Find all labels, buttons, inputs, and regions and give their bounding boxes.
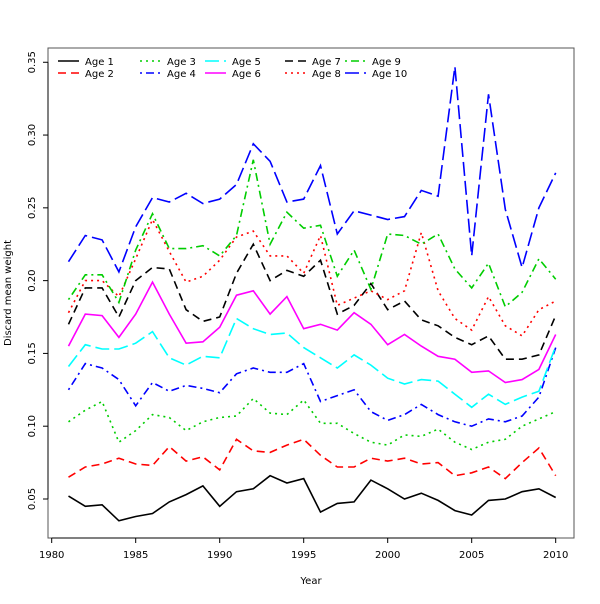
y-axis-label: Discard mean weight	[3, 240, 14, 346]
series-line-age-5	[67, 317, 557, 409]
legend-label: Age 10	[372, 69, 407, 80]
legend-label: Age 7	[312, 57, 341, 68]
legend-label: Age 2	[85, 69, 114, 80]
series-line-age-4	[67, 347, 557, 428]
x-axis: 1980 1985 1990 1995 2000 2005 2010	[39, 537, 568, 561]
x-tick-label: 1990	[207, 550, 232, 561]
y-tick-label: 0.20	[27, 269, 38, 291]
series-line-age-6	[67, 280, 557, 384]
legend-label: Age 9	[372, 57, 401, 68]
x-tick-label: 1995	[291, 550, 316, 561]
series-line-age-2	[68, 438, 557, 480]
plot-frame	[47, 47, 575, 539]
x-tick-label: 1985	[123, 550, 148, 561]
x-axis-label: Year	[299, 576, 322, 587]
series-line-age-3	[68, 397, 557, 451]
x-tick-label: 2000	[375, 550, 400, 561]
series-line-age-10	[67, 66, 557, 274]
y-tick-label: 0.30	[27, 124, 38, 146]
y-tick-label: 0.10	[27, 415, 38, 437]
series-line-age-7	[67, 242, 557, 361]
x-tick-label: 2005	[459, 550, 484, 561]
y-tick-label: 0.05	[27, 488, 38, 510]
y-axis: 0.05 0.10 0.15 0.20 0.25 0.30 0.35	[27, 51, 49, 510]
legend-label: Age 8	[312, 69, 341, 80]
legend-label: Age 3	[167, 57, 196, 68]
legend-label: Age 4	[167, 69, 196, 80]
y-tick-label: 0.15	[27, 342, 38, 364]
legend-label: Age 6	[232, 69, 261, 80]
legend-label: Age 1	[85, 57, 114, 68]
series-line-age-1	[68, 474, 557, 522]
y-tick-label: 0.35	[27, 51, 38, 73]
x-tick-label: 2010	[543, 550, 568, 561]
series-lines	[67, 66, 557, 522]
series-line-age-8	[67, 217, 557, 337]
x-tick-label: 1980	[39, 550, 64, 561]
legend-label: Age 5	[232, 57, 261, 68]
y-tick-label: 0.25	[27, 197, 38, 219]
